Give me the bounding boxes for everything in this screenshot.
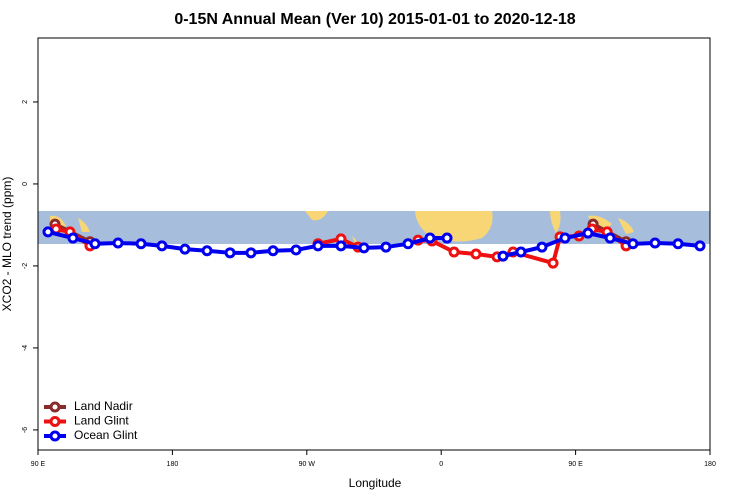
data-point [649, 237, 661, 249]
land [550, 211, 561, 233]
data-point [582, 227, 594, 239]
data-point [245, 247, 257, 259]
data-point [112, 237, 124, 249]
data-point [672, 238, 684, 250]
data-point [335, 240, 347, 252]
legend-label: Land Glint [74, 414, 129, 428]
data-point [694, 240, 706, 252]
data-point [290, 244, 302, 256]
x-tick-label: 90 W [299, 461, 316, 468]
y-tick-label: -6 [22, 427, 29, 433]
data-point [536, 241, 548, 253]
data-point [67, 232, 79, 244]
land [415, 211, 493, 242]
plot-frame [37, 37, 711, 451]
legend-label: Land Nadir [74, 399, 133, 413]
data-point [515, 246, 527, 258]
y-axis-label: XCO2 - MLO trend (ppm) [0, 177, 14, 312]
data-point [312, 240, 324, 252]
data-point [358, 242, 370, 254]
data-point [201, 245, 213, 257]
legend-marker [49, 401, 61, 413]
x-tick-label: 90 E [31, 461, 46, 468]
data-point [156, 240, 168, 252]
data-point [424, 232, 436, 244]
y-tick-label: 0 [22, 182, 29, 186]
y-tick-label: 2 [22, 100, 29, 104]
data-point [470, 248, 482, 260]
data-point [627, 238, 639, 250]
legend-label: Ocean Glint [74, 428, 138, 442]
data-point [267, 245, 279, 257]
data-point [380, 241, 392, 253]
data-point [448, 246, 460, 258]
x-tick-label: 90 E [568, 461, 583, 468]
data-point [547, 257, 559, 269]
chart-title: 0-15N Annual Mean (Ver 10) 2015-01-01 to… [174, 11, 575, 28]
x-axis-label: Longitude [349, 476, 402, 490]
data-point [224, 247, 236, 259]
data-point [559, 232, 571, 244]
data-point [89, 238, 101, 250]
data-point [179, 243, 191, 255]
data-point [441, 232, 453, 244]
x-tick-label: 180 [167, 461, 179, 468]
land [588, 215, 634, 234]
data-point [42, 226, 54, 238]
x-tick-label: 180 [704, 461, 716, 468]
data-point [497, 250, 509, 262]
legend-marker [49, 416, 61, 427]
x-tick-label: 0 [439, 461, 443, 468]
land [50, 215, 90, 232]
data-point [604, 232, 616, 244]
data-point [135, 238, 147, 250]
data-point [402, 238, 414, 250]
land [305, 211, 328, 221]
y-tick-label: -4 [22, 345, 29, 351]
y-tick-label: -2 [22, 263, 29, 269]
legend-marker [49, 430, 61, 442]
